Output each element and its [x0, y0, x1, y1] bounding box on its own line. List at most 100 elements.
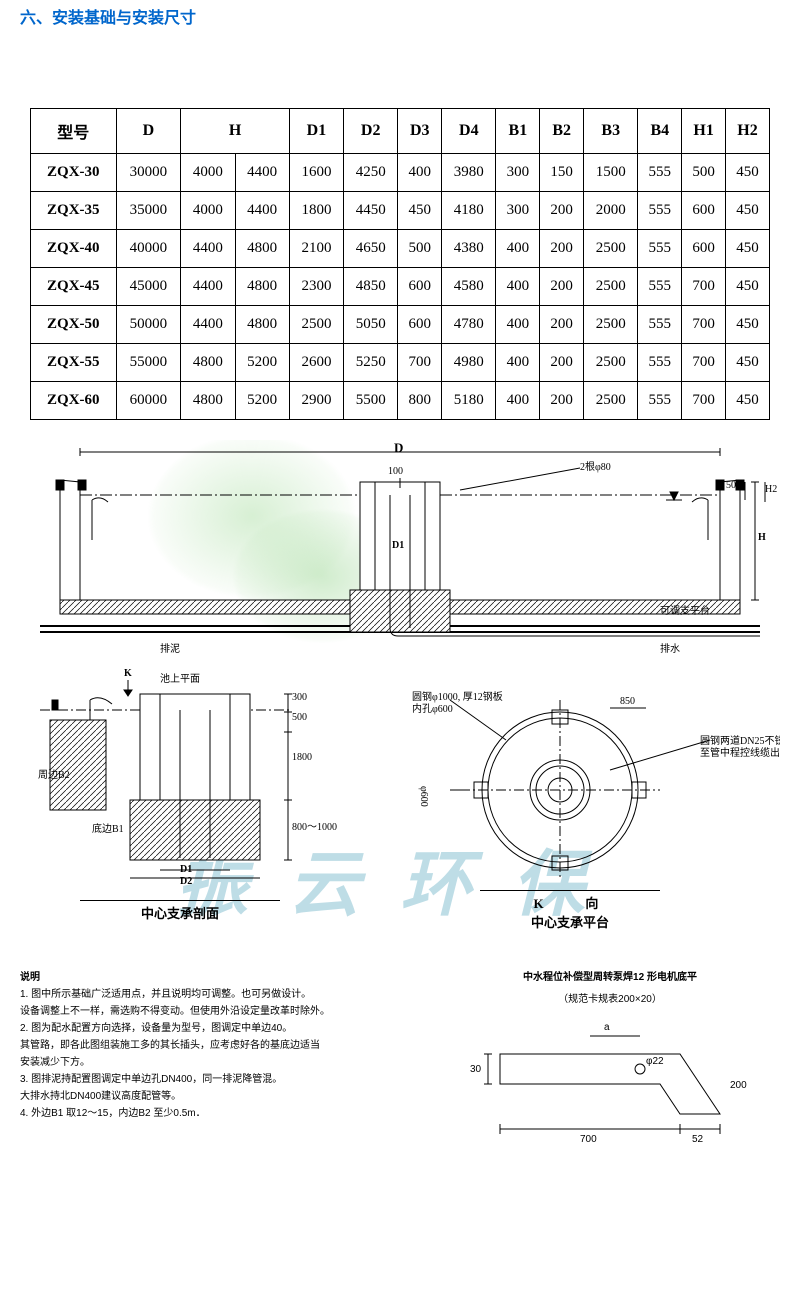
col-B2: B2 [540, 109, 584, 154]
plan-title: 中心支承平台 [480, 910, 660, 931]
plan-k-label: K 向 [480, 890, 660, 912]
cell: 500 [682, 154, 726, 192]
dim-d: D [394, 440, 403, 456]
dim-500: 500 [726, 480, 741, 491]
notes-right-svg: a 30 700 52 φ22 200 [460, 1014, 760, 1154]
table-row: ZQX-606000048005200290055008005180400200… [31, 382, 770, 420]
section-title: 中心支承剖面 [80, 900, 280, 922]
cell: 4450 [344, 192, 398, 230]
col-型号: 型号 [31, 109, 117, 154]
cell: 4800 [181, 382, 235, 420]
note-line: 大排水持北DN400建议高度配管等。 [20, 1089, 400, 1105]
table-row: ZQX-454500044004800230048506004580400200… [31, 268, 770, 306]
cell: 555 [638, 230, 682, 268]
cell: 450 [398, 192, 442, 230]
cell: 4400 [181, 230, 235, 268]
cell: 4800 [235, 230, 289, 268]
col-D: D [116, 109, 181, 154]
b1-label: 底边B1 [92, 820, 124, 835]
dim-500b: 500 [292, 712, 307, 723]
cell: 3980 [442, 154, 496, 192]
cell: 35000 [116, 192, 181, 230]
cell: 800 [398, 382, 442, 420]
cell: 2900 [289, 382, 343, 420]
cell: 4800 [235, 268, 289, 306]
cell: 200 [540, 230, 584, 268]
cell: 1800 [289, 192, 343, 230]
cell: 60000 [116, 382, 181, 420]
note-line: 4. 外边B1 取12～15，内边B2 至少0.5m． [20, 1106, 400, 1122]
right-annot2: 可调支平台 [660, 602, 710, 617]
svg-text:φ22: φ22 [646, 1056, 664, 1067]
svg-text:52: 52 [692, 1134, 704, 1145]
cell: 450 [726, 154, 770, 192]
cell: 40000 [116, 230, 181, 268]
cell: 4250 [344, 154, 398, 192]
note-line: 设备调整上不一样，需选购不得变动。但使用外沿设定量改革时除外。 [20, 1004, 400, 1020]
spec-table: 型号DHD1D2D3D4B1B2B3B4H1H2 ZQX-30300004000… [30, 108, 770, 420]
cell: 450 [726, 382, 770, 420]
cell: 5200 [235, 344, 289, 382]
cell: 2500 [584, 382, 638, 420]
pipe-note: 2根φ80 [580, 458, 611, 473]
cell: 1500 [584, 154, 638, 192]
cell: 450 [726, 268, 770, 306]
dim-1800: 1800 [292, 752, 312, 763]
cell: 200 [540, 268, 584, 306]
dim-300: 300 [292, 692, 307, 703]
cell: 700 [682, 382, 726, 420]
cell: 2500 [289, 306, 343, 344]
cell: 700 [682, 268, 726, 306]
cell: 5050 [344, 306, 398, 344]
table-row: ZQX-505000044004800250050506004780400200… [31, 306, 770, 344]
dim-h: H [758, 532, 766, 543]
cell: 700 [398, 344, 442, 382]
cell: 4400 [235, 154, 289, 192]
cell: 2500 [584, 344, 638, 382]
table-row: ZQX-353500040004400180044504504180300200… [31, 192, 770, 230]
cell: 4000 [181, 192, 235, 230]
cell: 2500 [584, 268, 638, 306]
table-row: ZQX-555500048005200260052507004980400200… [31, 344, 770, 382]
col-D3: D3 [398, 109, 442, 154]
cell: 555 [638, 192, 682, 230]
cell: 400 [398, 154, 442, 192]
col-B3: B3 [584, 109, 638, 154]
cell: 55000 [116, 344, 181, 382]
cell: 4400 [235, 192, 289, 230]
note-line: 3. 图排泥持配置图调定中单边孔DN400，同一排泥降管混。 [20, 1072, 400, 1088]
cell: 200 [540, 382, 584, 420]
cell: 555 [638, 382, 682, 420]
detail-section-svg [30, 670, 370, 900]
cell: 700 [682, 306, 726, 344]
cell: 2600 [289, 344, 343, 382]
dim-100: 100 [388, 466, 403, 477]
cell: 2500 [584, 306, 638, 344]
cell: 2300 [289, 268, 343, 306]
cell: ZQX-50 [31, 306, 117, 344]
cell: 200 [540, 344, 584, 382]
col-D4: D4 [442, 109, 496, 154]
plan-svg [410, 680, 770, 890]
dim-d1: D1 [392, 540, 404, 551]
diagram-area: 振云环保 [20, 440, 780, 940]
cell: 4800 [235, 306, 289, 344]
cell: 200 [540, 192, 584, 230]
svg-text:a: a [604, 1022, 610, 1033]
cell: 555 [638, 344, 682, 382]
cell: 1600 [289, 154, 343, 192]
cell: 300 [496, 154, 540, 192]
cell: 300 [496, 192, 540, 230]
notes-right: 中水程位补偿型周转泵焊12 形电机底平 （规范卡规表200×20） a 30 7… [440, 970, 780, 1154]
cell: 450 [726, 306, 770, 344]
dim-d1b: D1 [180, 864, 192, 875]
cell: 450 [726, 230, 770, 268]
cell: 600 [398, 268, 442, 306]
cell: ZQX-45 [31, 268, 117, 306]
b2-label: 周边B2 [38, 766, 70, 781]
cell: 400 [496, 306, 540, 344]
col-B4: B4 [638, 109, 682, 154]
cell: 4180 [442, 192, 496, 230]
cell: 2000 [584, 192, 638, 230]
cell: 4850 [344, 268, 398, 306]
